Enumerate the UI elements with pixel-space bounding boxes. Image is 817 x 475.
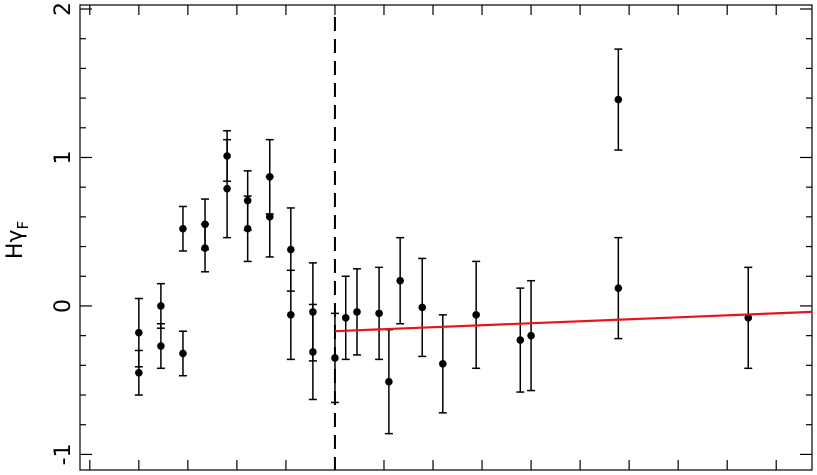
data-point xyxy=(287,245,295,254)
data-point xyxy=(439,360,447,368)
data-point xyxy=(614,95,623,104)
y-label-sub: F xyxy=(14,221,32,230)
data-point xyxy=(516,336,525,344)
y-axis-label: HγF xyxy=(3,221,32,259)
data-point xyxy=(135,368,143,377)
fit-line xyxy=(334,310,813,333)
y-tick-label: -1 xyxy=(51,443,76,465)
data-point xyxy=(614,284,623,292)
data-point xyxy=(353,308,361,316)
data-point xyxy=(341,314,350,322)
plot-frame xyxy=(79,4,813,471)
data-point xyxy=(223,184,231,193)
data-point xyxy=(179,224,187,233)
data-point xyxy=(331,354,339,362)
data-point xyxy=(418,303,427,312)
data-point xyxy=(157,342,165,350)
data-point xyxy=(375,309,383,318)
data-point xyxy=(243,224,252,233)
data-point xyxy=(287,311,295,319)
data-point xyxy=(157,302,165,310)
y-label-main: Hγ xyxy=(3,230,28,260)
data-point xyxy=(309,348,317,356)
data-point xyxy=(201,244,209,252)
data-point xyxy=(472,311,480,319)
data-point xyxy=(265,213,274,221)
y-tick-label: 0 xyxy=(51,299,76,313)
data-point xyxy=(385,377,393,386)
data-point xyxy=(396,276,404,285)
data-point xyxy=(527,331,535,340)
data-point xyxy=(744,314,753,322)
y-tick-label: 2 xyxy=(51,2,76,16)
data-point xyxy=(135,328,143,337)
data-point xyxy=(179,349,187,358)
y-tick-label: 1 xyxy=(51,150,76,164)
